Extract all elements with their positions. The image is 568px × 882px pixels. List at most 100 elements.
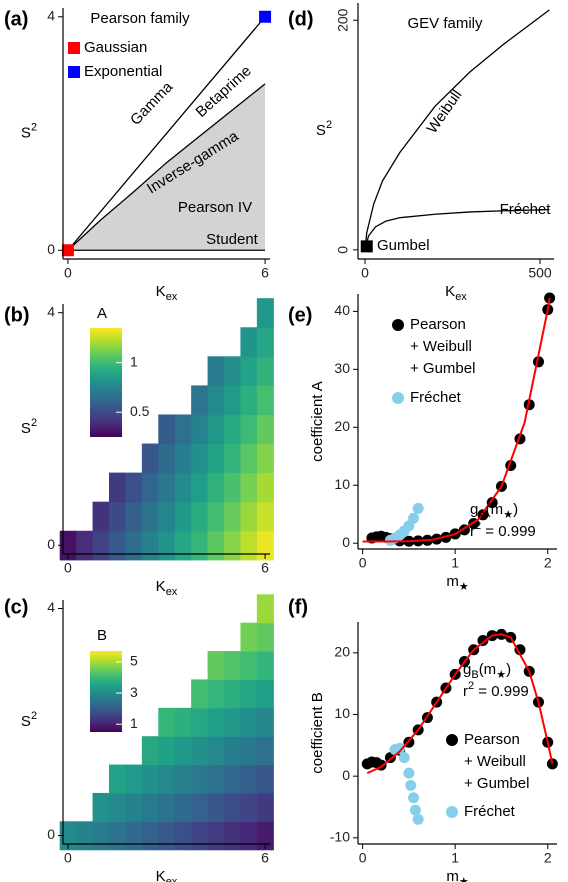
legend-label: + Weibull <box>410 338 472 355</box>
heat-cell <box>256 443 274 474</box>
x-axis-title-part: K <box>445 283 455 300</box>
heat-cell <box>240 679 258 709</box>
x-tick-label: 500 <box>528 265 552 281</box>
heat-cell <box>240 472 258 503</box>
point <box>486 497 498 509</box>
point <box>61 244 74 257</box>
heat-cell <box>76 821 94 851</box>
heat-cell <box>191 414 209 445</box>
legend-label: Pearson <box>410 316 466 333</box>
heat-cell <box>207 385 225 416</box>
heat-cell <box>256 651 274 681</box>
x-axis-title-part: ex <box>166 291 178 303</box>
x-axis-title: Kex <box>156 283 178 303</box>
heat-cell <box>141 736 159 766</box>
legend-swatch <box>392 319 404 331</box>
x-axis-title: m★ <box>446 868 469 882</box>
heat-cell <box>256 530 274 561</box>
point <box>360 240 373 253</box>
x-axis-title-part: ex <box>455 291 467 303</box>
colorbar-tick-label: 1 <box>130 715 138 731</box>
heat-cell <box>141 501 159 532</box>
y-tick-label: 10 <box>334 705 350 721</box>
curve-label: Fréchet <box>500 201 552 218</box>
colorbar <box>90 651 122 732</box>
heat-cell <box>158 764 176 794</box>
y-tick-label: 0 <box>47 826 55 842</box>
fit-label: gB(m★) <box>463 661 511 681</box>
heat-cell <box>191 764 209 794</box>
heat-cell <box>240 356 258 386</box>
legend-label: Fréchet <box>410 389 462 406</box>
point <box>408 792 420 804</box>
heat-cell <box>141 792 159 822</box>
y-tick-label: 200 <box>335 8 351 32</box>
heat-cell <box>109 764 127 794</box>
heat-cell <box>191 385 209 416</box>
heat-cell <box>224 679 242 709</box>
heat-cell <box>174 821 192 851</box>
x-tick-label: 0 <box>64 560 72 576</box>
y-tick-label: 0 <box>47 536 55 552</box>
y-tick-label: 0 <box>342 534 350 550</box>
x-tick-label: 6 <box>261 265 269 281</box>
heat-cell <box>174 414 192 445</box>
line <box>67 16 266 251</box>
heat-cell <box>141 764 159 794</box>
x-axis-title: Kex <box>156 868 178 882</box>
x-axis-title-part: m <box>446 573 459 590</box>
heat-cell <box>109 501 127 532</box>
heat-cell <box>240 530 258 561</box>
r2-label-part: 2 <box>468 680 474 692</box>
fit-label-part: ) <box>506 661 511 678</box>
point <box>405 779 417 791</box>
r2-label-part: r <box>470 523 475 540</box>
heat-cell <box>207 651 225 681</box>
heat-cell <box>256 792 274 822</box>
panel-label: (e) <box>288 304 312 326</box>
line <box>364 9 550 250</box>
y-axis-title: coefficient A <box>309 381 326 462</box>
heat-cell <box>256 472 274 503</box>
heat-cell <box>158 472 176 503</box>
heat-cell <box>191 530 209 561</box>
heat-cell <box>158 821 176 851</box>
heat-cell <box>256 298 274 328</box>
heat-cell <box>207 501 225 532</box>
colorbar-tick-label: 3 <box>130 684 138 700</box>
x-tick-label: 0 <box>361 265 369 281</box>
r2-label-part: = 0.999 <box>474 683 529 700</box>
legend-swatch <box>68 66 80 78</box>
y-tick-label: 10 <box>334 476 350 492</box>
fit-label-part: ★ <box>496 669 506 681</box>
heat-cell <box>109 821 127 851</box>
heat-cell <box>240 501 258 532</box>
heat-cell <box>224 356 242 386</box>
y-tick-label: 0 <box>342 767 350 783</box>
heat-cell <box>240 443 258 474</box>
heat-cell <box>191 821 209 851</box>
heat-cell <box>141 443 159 474</box>
point <box>403 767 415 779</box>
y-tick-label: 4 <box>47 599 55 615</box>
panel-label: (b) <box>4 304 30 326</box>
heat-cell <box>224 764 242 794</box>
heat-cell <box>224 530 242 561</box>
heat-cell <box>207 764 225 794</box>
heat-cell <box>191 501 209 532</box>
heat-cell <box>207 356 225 386</box>
heat-cell <box>125 530 143 561</box>
heat-cell <box>174 443 192 474</box>
region-label: Pearson IV <box>178 199 252 216</box>
y-axis-title-part: 2 <box>31 417 37 429</box>
heat-cell <box>174 736 192 766</box>
heat-cell <box>224 443 242 474</box>
heat-cell <box>240 622 258 652</box>
heat-cell <box>256 414 274 445</box>
legend-swatch <box>392 392 404 404</box>
heat-cell <box>207 679 225 709</box>
heat-cell <box>141 472 159 503</box>
legend-label: + Gumbel <box>464 775 529 792</box>
r2-label: r2 = 0.999 <box>463 680 529 700</box>
